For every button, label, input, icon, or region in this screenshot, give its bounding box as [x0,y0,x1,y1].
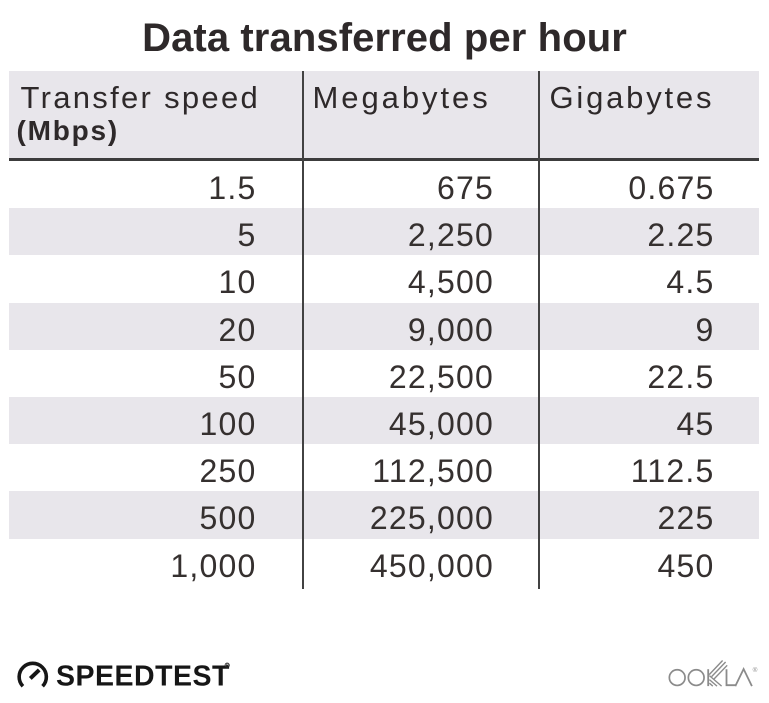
svg-text:®: ® [753,666,758,674]
svg-text:SPEEDTEST: SPEEDTEST [56,661,230,693]
